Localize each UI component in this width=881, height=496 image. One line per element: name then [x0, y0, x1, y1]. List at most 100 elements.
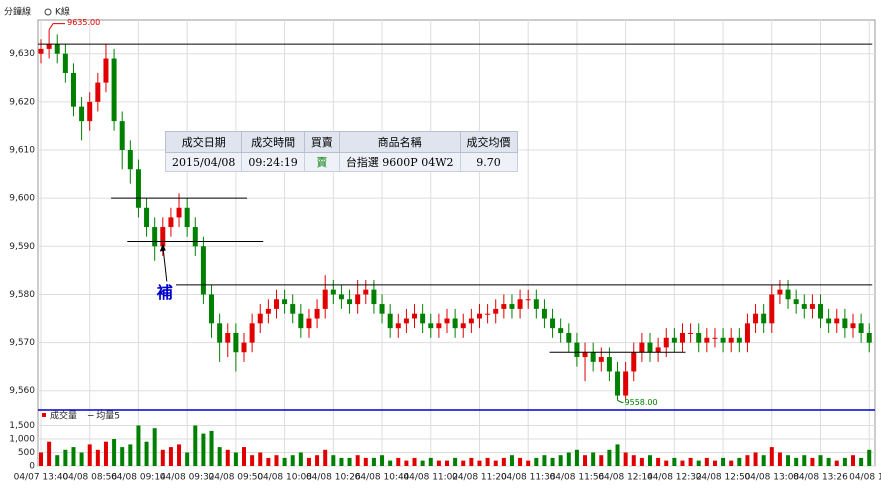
candle-body: [704, 337, 710, 343]
volume-bar: [574, 449, 579, 466]
td: 09:24:19: [241, 152, 305, 172]
candle-body: [412, 313, 418, 319]
volume-bar: [761, 455, 766, 466]
min-pointer: [617, 399, 624, 403]
candle-body: [395, 323, 401, 329]
volume-bar: [664, 460, 669, 466]
volume-bar: [818, 455, 823, 466]
volume-bar: [802, 455, 807, 466]
volume-bar: [729, 460, 734, 466]
volume-bar: [242, 447, 246, 466]
mode-label[interactable]: K線: [55, 6, 70, 18]
volume-bar: [112, 439, 117, 466]
candle-body: [168, 217, 174, 228]
y-tick-label: 9,560: [9, 386, 35, 396]
volume-bar: [412, 457, 417, 466]
candle-body: [785, 289, 791, 300]
candle-body: [282, 299, 288, 305]
legend-label: 成交量: [50, 410, 77, 422]
volume-bar: [721, 457, 726, 466]
volume-bar: [39, 452, 43, 466]
volume-bar: [518, 457, 523, 466]
volume-bar: [266, 457, 271, 466]
candle-body: [460, 323, 466, 329]
volume-bar: [250, 455, 255, 466]
volume-bar: [786, 455, 791, 466]
volume-bar: [258, 452, 263, 466]
candle-body: [273, 299, 279, 309]
x-tick-label: 04/08 11:38: [501, 473, 556, 483]
candle-body: [387, 313, 393, 329]
candle-body: [249, 323, 255, 343]
volume-bar: [185, 452, 190, 466]
volume-bar: [380, 455, 385, 466]
volume-bar: [623, 452, 628, 466]
th: 成交日期: [164, 131, 243, 153]
candle-body: [736, 337, 742, 343]
candle-body: [306, 318, 312, 329]
volume-bar: [485, 457, 490, 466]
candle-body: [793, 299, 799, 305]
volume-bar: [144, 441, 149, 466]
candle-body: [192, 227, 198, 247]
volume-bar: [542, 455, 547, 466]
volume-bar: [55, 455, 60, 466]
candle-body: [485, 313, 491, 315]
x-tick-label: 04/08 09:14: [111, 473, 166, 483]
volume-bar: [274, 455, 279, 466]
candle-body: [314, 308, 320, 319]
candle-body: [712, 337, 718, 339]
volume-bar: [290, 455, 295, 466]
candle-body: [761, 313, 767, 324]
volume-bar: [550, 457, 555, 466]
volume-bar: [680, 460, 685, 466]
candle-body: [363, 289, 369, 295]
y-tick-label: 0: [29, 462, 35, 472]
candle-body: [850, 323, 856, 329]
volume-bar: [209, 430, 214, 466]
volume-bar: [396, 457, 401, 466]
volume-bar: [688, 457, 693, 466]
candle-body: [46, 44, 52, 49]
td: 9.70: [459, 152, 518, 172]
candle-body: [290, 304, 296, 314]
candle-body: [355, 294, 361, 305]
candle-body: [671, 337, 677, 343]
candle-body: [590, 352, 596, 362]
candle-body: [95, 82, 101, 102]
candle-body: [330, 289, 336, 295]
volume-bar: [615, 444, 620, 466]
x-tick-label: 04/08 13: [849, 473, 881, 483]
volume-bar: [493, 460, 498, 466]
candle-body: [818, 304, 824, 319]
candle-body: [70, 72, 76, 107]
x-tick-label: 04/08 09:50: [209, 473, 264, 483]
volume-bar: [639, 457, 644, 466]
volume-bar: [420, 460, 425, 466]
volume-bar: [656, 457, 661, 466]
volume-bar: [712, 460, 717, 466]
table-header: 成交日期 成交時間 買賣 商品名稱 成交均價: [164, 131, 518, 153]
arrow-head: [159, 243, 166, 252]
y-tick-label: 9,620: [9, 97, 35, 107]
x-tick-label: 04/08 11:02: [403, 473, 458, 483]
candle-body: [866, 332, 872, 343]
td: 賣: [303, 152, 340, 172]
volume-bar: [71, 447, 76, 466]
candle-body: [322, 289, 328, 309]
volume-bar: [648, 455, 652, 466]
volume-bar: [371, 457, 376, 466]
candle-body: [688, 332, 694, 334]
candle-body: [509, 304, 515, 309]
candle-body: [476, 313, 482, 319]
volume-bar: [558, 455, 563, 466]
candle-body: [87, 101, 93, 122]
x-tick-label: 04/08 12:50: [696, 473, 751, 483]
candle-body: [135, 169, 141, 208]
volume-bar: [704, 457, 709, 466]
radio[interactable]: [44, 8, 52, 16]
volume-bar: [103, 441, 108, 466]
candle-body: [452, 318, 458, 329]
legend-label: ─ 均量5: [87, 410, 120, 422]
